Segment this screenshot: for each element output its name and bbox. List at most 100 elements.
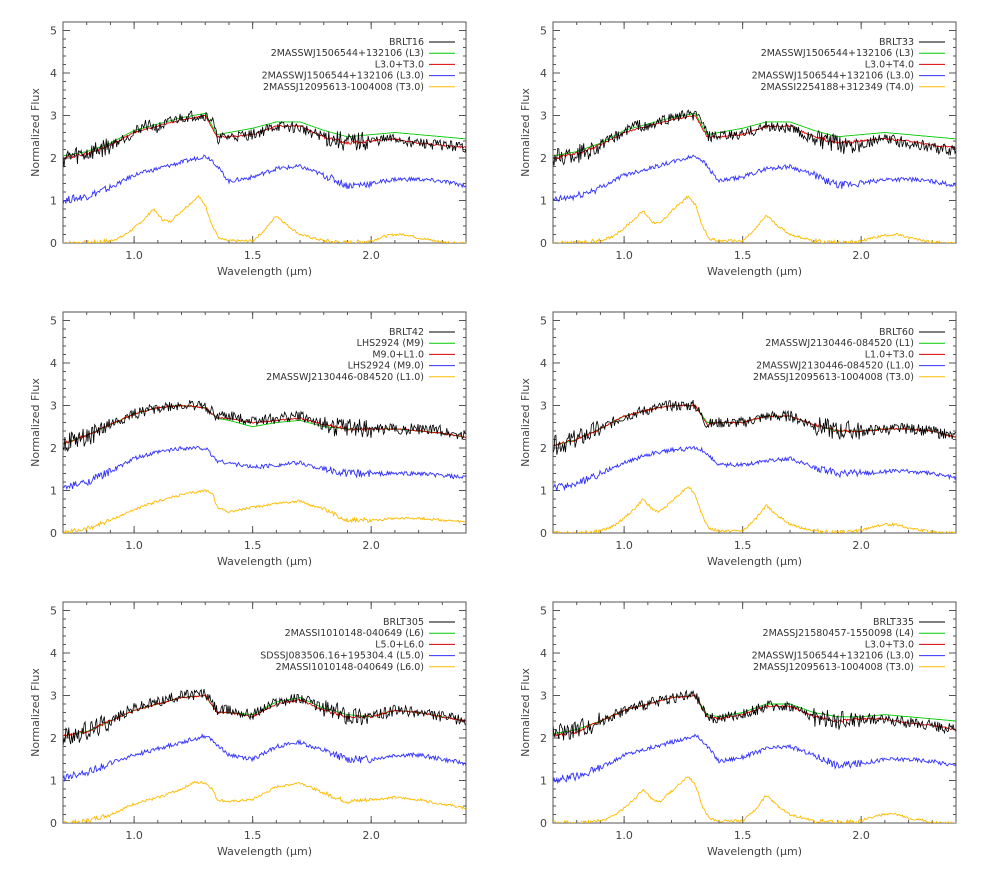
legend-label: L3.0+T3.0 bbox=[865, 639, 914, 650]
series-line-secondary bbox=[63, 489, 466, 533]
legend-label: BRLT60 bbox=[879, 327, 914, 338]
legend-label: M9.0+L1.0 bbox=[372, 349, 424, 360]
chart-panel-brlt335: 0 1 2 3 4 5 1.0 1.5 2.0 Wavelength (μm) Normalized… bbox=[519, 601, 957, 858]
y-tick-label: 5 bbox=[50, 605, 57, 618]
x-tick-label: 2.0 bbox=[852, 829, 870, 842]
series-line-best_fit bbox=[553, 112, 956, 157]
legend-label: 2MASSWJ2130446-084520 (L1) bbox=[765, 338, 914, 349]
y-tick-label: 0 bbox=[540, 527, 547, 540]
legend-label: 2MASSWJ1506544+132106 (L3.0) bbox=[262, 71, 424, 82]
legend-label: 2MASSWJ1506544+132106 (L3) bbox=[761, 48, 914, 59]
series-line-target bbox=[553, 689, 956, 741]
legend-label: LHS2924 (M9.0) bbox=[348, 361, 424, 372]
y-tick-label: 5 bbox=[540, 315, 547, 328]
legend-label: 2MASSWJ1506544+132106 (L3.0) bbox=[752, 71, 914, 82]
legend-label: 2MASSJ12095613-1004008 (T3.0) bbox=[753, 372, 914, 383]
x-tick-label: 2.0 bbox=[362, 249, 380, 262]
legend-label: LHS2924 (M9) bbox=[357, 338, 424, 349]
series-line-secondary bbox=[553, 776, 956, 823]
legend-label: L1.0+T3.0 bbox=[865, 349, 914, 360]
legend-label: L3.0+T4.0 bbox=[865, 59, 914, 70]
x-tick-label: 1.5 bbox=[734, 539, 752, 552]
y-tick-label: 2 bbox=[50, 152, 57, 165]
y-tick-label: 5 bbox=[540, 605, 547, 618]
x-axis-title: Wavelength (μm) bbox=[217, 845, 312, 858]
legend-label: 2MASSI1010148-040649 (L6.0) bbox=[276, 662, 424, 673]
legend-label: 2MASSWJ1506544+132106 (L3.0) bbox=[752, 651, 914, 662]
y-tick-label: 5 bbox=[540, 25, 547, 38]
y-axis-title: Normalized Flux bbox=[29, 378, 42, 467]
legend-label: 2MASSJ12095613-1004008 (T3.0) bbox=[263, 82, 424, 93]
chart-panel-brlt33: 0 1 2 3 4 5 1.0 1.5 2.0 Wavelength (μm) Normalized… bbox=[519, 21, 957, 278]
x-tick-label: 1.5 bbox=[244, 829, 262, 842]
series-line-target bbox=[63, 400, 466, 453]
series-line-best_fit bbox=[63, 405, 466, 445]
y-tick-label: 4 bbox=[50, 67, 57, 80]
y-tick-label: 2 bbox=[540, 732, 547, 745]
x-axis-title: Wavelength (μm) bbox=[707, 265, 802, 278]
series-line-composite bbox=[63, 694, 466, 738]
x-tick-label: 2.0 bbox=[362, 539, 380, 552]
x-tick-label: 1.5 bbox=[244, 249, 262, 262]
x-tick-label: 1.5 bbox=[734, 829, 752, 842]
y-tick-label: 1 bbox=[540, 775, 547, 788]
legend-label: 2MASSWJ2130446-084520 (L1.0) bbox=[756, 361, 914, 372]
x-axis-title: Wavelength (μm) bbox=[707, 845, 802, 858]
series-line-best_fit bbox=[553, 405, 956, 447]
series-line-secondary bbox=[63, 194, 466, 243]
y-axis-title: Normalized Flux bbox=[519, 378, 532, 467]
y-axis-title: Normalized Flux bbox=[519, 88, 532, 177]
x-axis-title: Wavelength (μm) bbox=[217, 265, 312, 278]
legend-label: SDSSJ083506.16+195304.4 (L5.0) bbox=[260, 651, 424, 662]
legend-label: 2MASSJ21580457-1550098 (L4) bbox=[763, 628, 914, 639]
series-line-target bbox=[63, 110, 466, 168]
legend-label: BRLT33 bbox=[879, 37, 914, 48]
y-axis-title: Normalized Flux bbox=[519, 668, 532, 757]
legend-label: L5.0+L6.0 bbox=[375, 639, 424, 650]
y-tick-label: 3 bbox=[540, 690, 547, 703]
legend-label: L3.0+T3.0 bbox=[375, 59, 424, 70]
y-tick-label: 3 bbox=[50, 400, 57, 413]
y-tick-label: 4 bbox=[50, 647, 57, 660]
series-line-secondary bbox=[553, 486, 956, 533]
x-tick-label: 2.0 bbox=[362, 829, 380, 842]
legend-label: 2MASSWJ1506544+132106 (L3) bbox=[271, 48, 424, 59]
x-axis-title: Wavelength (μm) bbox=[707, 555, 802, 568]
y-tick-label: 2 bbox=[50, 732, 57, 745]
y-tick-label: 4 bbox=[540, 647, 547, 660]
series-line-primary bbox=[63, 154, 466, 205]
y-tick-label: 0 bbox=[540, 817, 547, 830]
series-line-composite bbox=[63, 404, 466, 445]
y-tick-label: 0 bbox=[50, 237, 57, 250]
series-line-primary bbox=[63, 445, 466, 491]
x-tick-label: 1.5 bbox=[734, 249, 752, 262]
x-tick-label: 1.0 bbox=[615, 539, 633, 552]
y-tick-label: 0 bbox=[50, 817, 57, 830]
legend-label: 2MASSJ12095613-1004008 (T3.0) bbox=[753, 662, 914, 673]
y-tick-label: 2 bbox=[540, 442, 547, 455]
x-tick-label: 1.0 bbox=[125, 829, 143, 842]
series-line-primary bbox=[553, 445, 956, 492]
series-line-target bbox=[553, 109, 956, 166]
legend-label: BRLT335 bbox=[873, 617, 914, 628]
series-line-secondary bbox=[553, 195, 956, 243]
y-tick-label: 1 bbox=[50, 775, 57, 788]
chart-panel-brlt60: 0 1 2 3 4 5 1.0 1.5 2.0 Wavelength (μm) Normalized… bbox=[519, 311, 957, 568]
legend-label: 2MASSI2254188+312349 (T4.0) bbox=[761, 82, 914, 93]
x-tick-label: 1.0 bbox=[125, 249, 143, 262]
legend-label: BRLT42 bbox=[389, 327, 424, 338]
y-tick-label: 1 bbox=[540, 485, 547, 498]
x-axis-title: Wavelength (μm) bbox=[217, 555, 312, 568]
y-tick-label: 1 bbox=[50, 195, 57, 208]
series-line-secondary bbox=[63, 780, 466, 823]
x-tick-label: 1.0 bbox=[615, 829, 633, 842]
y-tick-label: 3 bbox=[540, 110, 547, 123]
chart-panel-brlt16: 0 1 2 3 4 5 1.0 1.5 2.0 Wavelength (μm) Normalized… bbox=[29, 21, 467, 278]
y-tick-label: 2 bbox=[50, 442, 57, 455]
x-tick-label: 1.0 bbox=[615, 249, 633, 262]
y-axis-title: Normalized Flux bbox=[29, 668, 42, 757]
series-line-target bbox=[63, 688, 466, 746]
y-tick-label: 1 bbox=[540, 195, 547, 208]
legend-label: 2MASSI1010148-040649 (L6) bbox=[285, 628, 424, 639]
